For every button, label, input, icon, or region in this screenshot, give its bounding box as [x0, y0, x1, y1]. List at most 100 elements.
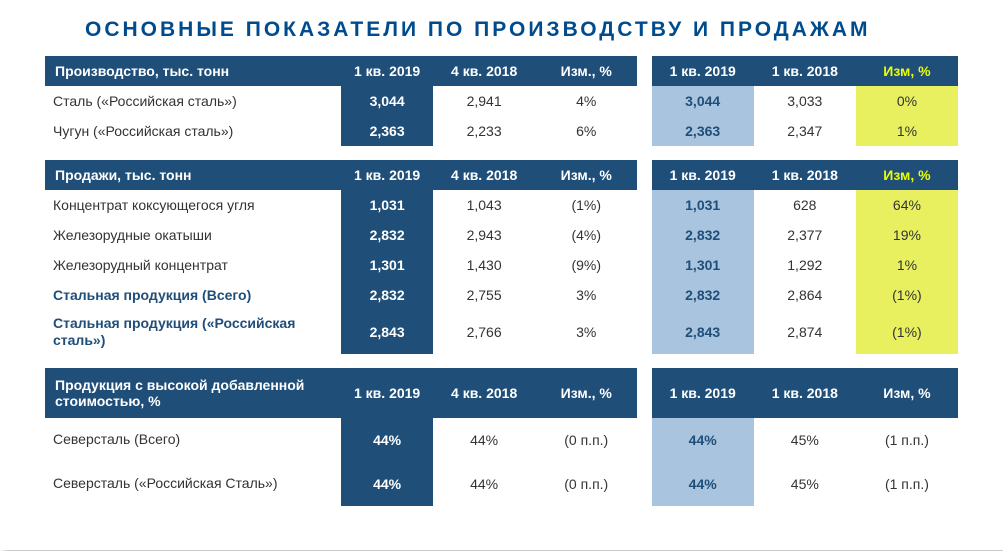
- cell-q1-2019b: 2,832: [652, 280, 754, 310]
- row-label: Железорудный концентрат: [45, 250, 341, 280]
- col-q1-2018: 1 кв. 2018: [754, 368, 856, 418]
- col-q4-2018: 4 кв. 2018: [433, 368, 535, 418]
- table-row: Сталь («Российская сталь»)3,0442,9414%3,…: [45, 86, 958, 116]
- cell-change-b: (1 п.п.): [856, 462, 958, 506]
- row-label: Стальная продукция (Всего): [45, 280, 341, 310]
- cell-q1-2018: 628: [754, 190, 856, 220]
- table-header-row: Продукция с высокой добавленной стоимост…: [45, 368, 958, 418]
- row-label: Концентрат коксующегося угля: [45, 190, 341, 220]
- col-change-b: Изм, %: [856, 368, 958, 418]
- cell-change-b: 64%: [856, 190, 958, 220]
- col-change-b: Изм, %: [856, 56, 958, 86]
- production-table: Производство, тыс. тонн 1 кв. 2019 4 кв.…: [45, 56, 958, 146]
- cell-q1-2019b: 1,301: [652, 250, 754, 280]
- cell-q1-2019: 1,301: [341, 250, 433, 280]
- cell-q1-2019: 44%: [341, 462, 433, 506]
- cell-q1-2019: 2,832: [341, 280, 433, 310]
- col-q1-2019b: 1 кв. 2019: [652, 56, 754, 86]
- cell-q4-2018: 44%: [433, 418, 535, 462]
- cell-q4-2018: 2,943: [433, 220, 535, 250]
- row-label: Сталь («Российская сталь»): [45, 86, 341, 116]
- row-label: Железорудные окатыши: [45, 220, 341, 250]
- cell-change-b: (1%): [856, 280, 958, 310]
- cell-q1-2019b: 1,031: [652, 190, 754, 220]
- cell-change: (9%): [535, 250, 637, 280]
- spacer: [637, 368, 651, 418]
- spacer: [637, 310, 651, 354]
- row-label: Стальная продукция («Российская сталь»): [45, 310, 341, 354]
- row-label: Чугун («Российская сталь»): [45, 116, 341, 146]
- table-row: Чугун («Российская сталь»)2,3632,2336%2,…: [45, 116, 958, 146]
- cell-change-b: 1%: [856, 116, 958, 146]
- col-q1-2019: 1 кв. 2019: [341, 160, 433, 190]
- col-q1-2018: 1 кв. 2018: [754, 56, 856, 86]
- cell-change: 4%: [535, 86, 637, 116]
- spacer: [637, 418, 651, 462]
- cell-q1-2019: 3,044: [341, 86, 433, 116]
- cell-change-b: (1%): [856, 310, 958, 354]
- cell-q1-2019b: 3,044: [652, 86, 754, 116]
- row-label: Северсталь (Всего): [45, 418, 341, 462]
- cell-q1-2019b: 44%: [652, 418, 754, 462]
- table-header-row: Производство, тыс. тонн 1 кв. 2019 4 кв.…: [45, 56, 958, 86]
- header-label: Производство, тыс. тонн: [45, 56, 341, 86]
- cell-q1-2019: 1,031: [341, 190, 433, 220]
- cell-q4-2018: 2,766: [433, 310, 535, 354]
- cell-q1-2018: 2,874: [754, 310, 856, 354]
- cell-change: (4%): [535, 220, 637, 250]
- spacer: [637, 250, 651, 280]
- cell-q1-2019: 2,363: [341, 116, 433, 146]
- table-row: Северсталь («Российская Сталь»)44%44%(0 …: [45, 462, 958, 506]
- spacer: [637, 462, 651, 506]
- cell-q1-2018: 2,377: [754, 220, 856, 250]
- spacer: [637, 160, 651, 190]
- cell-q1-2019: 44%: [341, 418, 433, 462]
- cell-change-b: (1 п.п.): [856, 418, 958, 462]
- table-row: Стальная продукция (Всего)2,8322,7553%2,…: [45, 280, 958, 310]
- value-added-table: Продукция с высокой добавленной стоимост…: [45, 368, 958, 506]
- cell-change: (0 п.п.): [535, 418, 637, 462]
- col-q1-2018: 1 кв. 2018: [754, 160, 856, 190]
- cell-q4-2018: 1,430: [433, 250, 535, 280]
- col-q1-2019: 1 кв. 2019: [341, 56, 433, 86]
- cell-q1-2019: 2,843: [341, 310, 433, 354]
- cell-q1-2018: 2,864: [754, 280, 856, 310]
- table-header-row: Продажи, тыс. тонн 1 кв. 2019 4 кв. 2018…: [45, 160, 958, 190]
- col-change: Изм., %: [535, 160, 637, 190]
- cell-change-b: 1%: [856, 250, 958, 280]
- cell-q1-2019b: 2,363: [652, 116, 754, 146]
- table-row: Железорудный концентрат1,3011,430(9%)1,3…: [45, 250, 958, 280]
- col-q1-2019b: 1 кв. 2019: [652, 368, 754, 418]
- cell-q4-2018: 2,941: [433, 86, 535, 116]
- cell-q4-2018: 1,043: [433, 190, 535, 220]
- report-page: ОСНОВНЫЕ ПОКАЗАТЕЛИ ПО ПРОИЗВОДСТВУ И ПР…: [0, 0, 1003, 550]
- cell-q4-2018: 44%: [433, 462, 535, 506]
- cell-q1-2018: 3,033: [754, 86, 856, 116]
- col-change-b: Изм, %: [856, 160, 958, 190]
- col-q4-2018: 4 кв. 2018: [433, 160, 535, 190]
- row-label: Северсталь («Российская Сталь»): [45, 462, 341, 506]
- table-row: Железорудные окатыши2,8322,943(4%)2,8322…: [45, 220, 958, 250]
- cell-q1-2019b: 2,832: [652, 220, 754, 250]
- cell-q1-2019: 2,832: [341, 220, 433, 250]
- cell-change-b: 0%: [856, 86, 958, 116]
- table-row: Стальная продукция («Российская сталь»)2…: [45, 310, 958, 354]
- cell-q1-2019b: 44%: [652, 462, 754, 506]
- cell-q4-2018: 2,755: [433, 280, 535, 310]
- spacer: [637, 280, 651, 310]
- spacer: [637, 86, 651, 116]
- header-label: Продукция с высокой добавленной стоимост…: [45, 368, 341, 418]
- table-row: Северсталь (Всего)44%44%(0 п.п.)44%45%(1…: [45, 418, 958, 462]
- cell-q1-2018: 1,292: [754, 250, 856, 280]
- cell-change: 3%: [535, 310, 637, 354]
- cell-change: (1%): [535, 190, 637, 220]
- cell-q1-2019b: 2,843: [652, 310, 754, 354]
- table-row: Концентрат коксующегося угля1,0311,043(1…: [45, 190, 958, 220]
- cell-change-b: 19%: [856, 220, 958, 250]
- sales-table: Продажи, тыс. тонн 1 кв. 2019 4 кв. 2018…: [45, 160, 958, 354]
- page-title: ОСНОВНЫЕ ПОКАЗАТЕЛИ ПО ПРОИЗВОДСТВУ И ПР…: [85, 18, 958, 42]
- cell-q1-2018: 2,347: [754, 116, 856, 146]
- col-change: Изм., %: [535, 56, 637, 86]
- cell-change: (0 п.п.): [535, 462, 637, 506]
- col-q1-2019b: 1 кв. 2019: [652, 160, 754, 190]
